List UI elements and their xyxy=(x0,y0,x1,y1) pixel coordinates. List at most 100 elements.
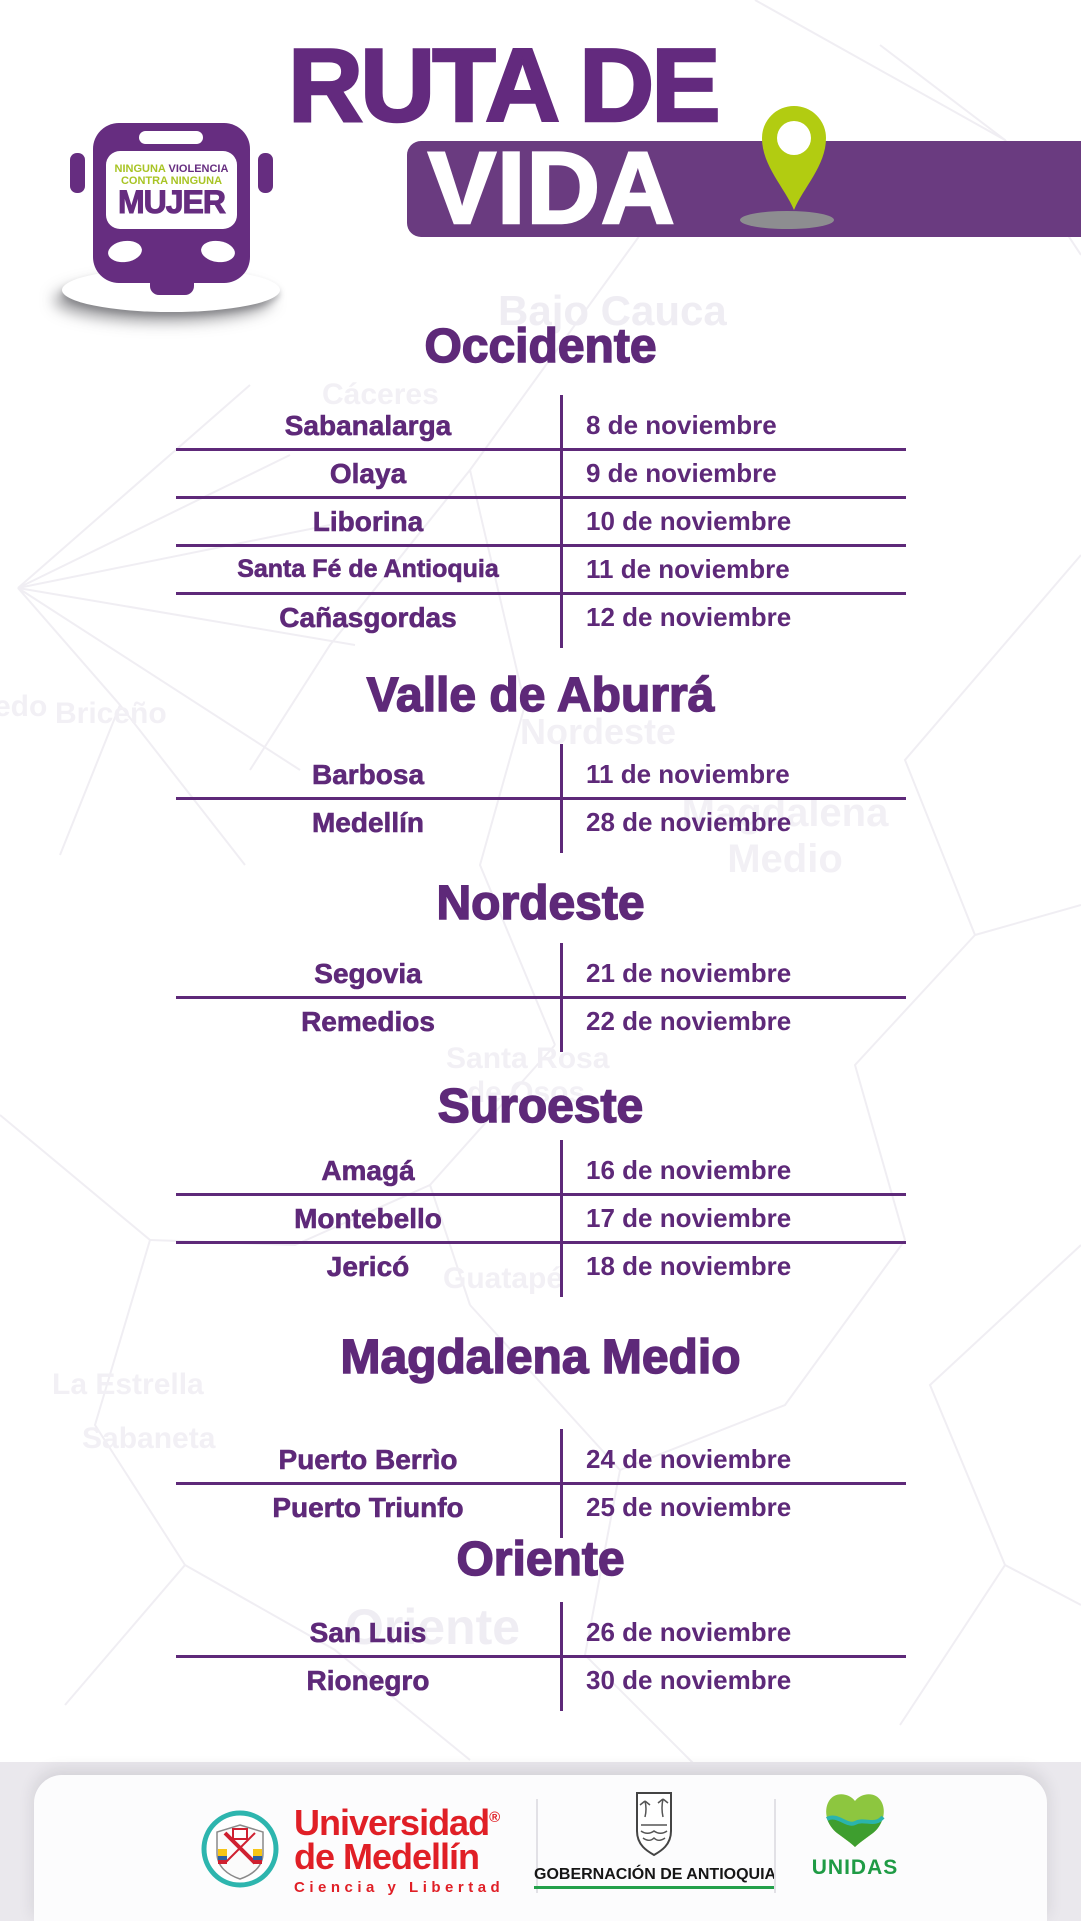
route-date: 24 de noviembre xyxy=(586,1444,792,1474)
section-table-valle-de-aburra: Barbosa 11 de noviembre Medellín 28 de n… xyxy=(176,744,906,853)
route-date: 30 de noviembre xyxy=(586,1665,792,1695)
watermark-magdalena-line2: Medio xyxy=(727,837,843,881)
section-title-nordeste: Nordeste xyxy=(436,876,646,931)
bus-slogan-mujer: MUJER xyxy=(117,184,226,220)
town-name: San Luis xyxy=(309,1616,427,1648)
town-name: Rionegro xyxy=(306,1664,430,1696)
town-name: Santa Fé de Antioquia xyxy=(237,555,499,584)
route-date: 26 de noviembre xyxy=(586,1617,792,1647)
section-table-occidente: Sabanalarga 8 de noviembre Olaya 9 de no… xyxy=(176,395,906,648)
table-row: Santa Fé de Antioquia 11 de noviembre xyxy=(176,547,906,592)
table-row: Puerto Triunfo 25 de noviembre xyxy=(176,1485,906,1530)
row-divider xyxy=(176,797,906,800)
footer-card: Universidad® de Medellín Ciencia y Liber… xyxy=(34,1775,1047,1921)
footer-divider xyxy=(774,1799,776,1893)
udem-wordmark: Universidad® de Medellín Ciencia y Liber… xyxy=(294,1801,505,1897)
bus-slogan-line2: CONTRA NINGUNA xyxy=(120,175,223,187)
route-date: 18 de noviembre xyxy=(586,1251,792,1281)
row-divider xyxy=(176,448,906,451)
table-row: Remedios 22 de noviembre xyxy=(176,999,906,1044)
unidas-leaf-heart-icon xyxy=(825,1794,885,1847)
bus-mirror-left xyxy=(70,153,85,193)
section-title-oriente: Oriente xyxy=(456,1532,626,1587)
watermark-briceno: Briceño xyxy=(55,697,167,730)
route-date: 16 de noviembre xyxy=(586,1155,792,1185)
table-column-divider xyxy=(560,1429,563,1538)
table-row: Medellín 28 de noviembre xyxy=(176,800,906,845)
town-name: Amagá xyxy=(321,1154,415,1186)
location-pin-icon xyxy=(762,106,826,210)
route-date: 25 de noviembre xyxy=(586,1492,792,1522)
route-date: 22 de noviembre xyxy=(586,1006,792,1036)
row-divider xyxy=(176,1241,906,1244)
town-name: Medellín xyxy=(311,806,425,838)
table-row: San Luis 26 de noviembre xyxy=(176,1610,906,1655)
section-table-oriente: San Luis 26 de noviembre Rionegro 30 de … xyxy=(176,1602,906,1711)
table-row: Liborina 10 de noviembre xyxy=(176,499,906,544)
row-divider xyxy=(176,592,906,595)
table-row: Amagá 16 de noviembre xyxy=(176,1148,906,1193)
town-name: Jericó xyxy=(326,1250,410,1282)
section-table-magdalena-medio: Puerto Berrìo 24 de noviembre Puerto Tri… xyxy=(176,1429,906,1538)
route-date: 21 de noviembre xyxy=(586,958,792,988)
udem-line2: de Medellín xyxy=(294,1836,480,1877)
row-divider xyxy=(176,1193,906,1196)
town-name: Puerto Triunfo xyxy=(272,1491,464,1523)
gobernacion-label: GOBERNACIÓN DE ANTIOQUIA xyxy=(534,1866,777,1889)
town-name: Montebello xyxy=(294,1202,442,1234)
route-date: 8 de noviembre xyxy=(586,410,777,440)
town-name: Cañasgordas xyxy=(279,601,457,633)
watermark-edo-fragment: edo xyxy=(0,690,48,723)
watermark-bajo-cauca: Bajo Cauca xyxy=(498,287,727,334)
table-column-divider xyxy=(560,395,563,648)
watermark-santa-rosa-line1: Santa Rosa xyxy=(446,1042,610,1075)
section-title-occidente: Occidente xyxy=(424,319,658,374)
route-date: 11 de noviembre xyxy=(586,759,790,789)
table-row: Cañasgordas 12 de noviembre xyxy=(176,595,906,640)
watermark-santa-rosa-line2: de Osos xyxy=(466,1076,586,1109)
row-divider xyxy=(176,496,906,499)
route-date: 12 de noviembre xyxy=(586,602,792,632)
table-row: Jericó 18 de noviembre xyxy=(176,1244,906,1289)
gobernacion-antioquia-logo: GOBERNACIÓN DE ANTIOQUIA xyxy=(534,1791,777,1889)
row-divider xyxy=(176,1482,906,1485)
town-name: Liborina xyxy=(312,505,424,537)
section-table-nordeste: Segovia 21 de noviembre Remedios 22 de n… xyxy=(176,943,906,1052)
section-title-suroeste: Suroeste xyxy=(437,1079,644,1134)
table-row: Montebello 17 de noviembre xyxy=(176,1196,906,1241)
table-column-divider xyxy=(560,943,563,1052)
unidas-logo: UNIDAS xyxy=(790,1791,920,1880)
table-row: Sabanalarga 8 de noviembre xyxy=(176,403,906,448)
gobernacion-crest-icon xyxy=(636,1792,672,1857)
pin-shadow xyxy=(740,211,834,229)
table-column-divider xyxy=(560,1602,563,1711)
watermark-oriente: Oriente xyxy=(345,1599,521,1655)
watermark-la-estrella: La Estrella xyxy=(52,1368,204,1401)
section-title-magdalena-medio: Magdalena Medio xyxy=(340,1330,742,1385)
town-name: Barbosa xyxy=(311,758,425,790)
row-divider xyxy=(176,996,906,999)
bus-windshield: NINGUNA VIOLENCIA CONTRA NINGUNA MUJER xyxy=(106,151,237,229)
table-column-divider xyxy=(560,1140,563,1297)
table-row: Puerto Berrìo 24 de noviembre xyxy=(176,1437,906,1482)
section-title-valle-de-aburra: Valle de Aburrá xyxy=(366,668,715,723)
town-name: Remedios xyxy=(301,1005,435,1037)
route-date: 11 de noviembre xyxy=(586,554,790,584)
udem-crest-icon xyxy=(201,1810,279,1887)
unidas-label: UNIDAS xyxy=(811,1856,899,1879)
table-row: Segovia 21 de noviembre xyxy=(176,951,906,996)
udem-line1: Universidad® xyxy=(294,1801,504,1841)
route-date: 28 de noviembre xyxy=(586,807,792,837)
town-name: Sabanalarga xyxy=(284,409,452,441)
watermark-guatape: Guatapé xyxy=(443,1262,564,1295)
udem-tagline: Ciencia y Libertad xyxy=(294,1879,505,1896)
bus-slogan-violencia: VIOLENCIA xyxy=(168,163,229,175)
route-date: 9 de noviembre xyxy=(586,458,777,488)
registered-mark: ® xyxy=(489,1809,500,1826)
town-name: Olaya xyxy=(329,457,407,489)
watermark-santa-rosa: Santa Rosa de Osos xyxy=(446,1042,610,1110)
bus-roof-slot xyxy=(139,131,203,144)
watermark-sabaneta: Sabaneta xyxy=(82,1422,216,1455)
